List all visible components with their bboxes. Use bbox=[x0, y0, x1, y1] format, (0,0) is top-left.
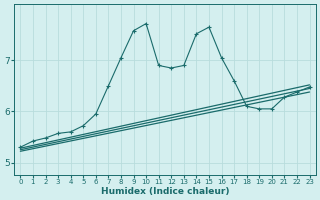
X-axis label: Humidex (Indice chaleur): Humidex (Indice chaleur) bbox=[101, 187, 229, 196]
